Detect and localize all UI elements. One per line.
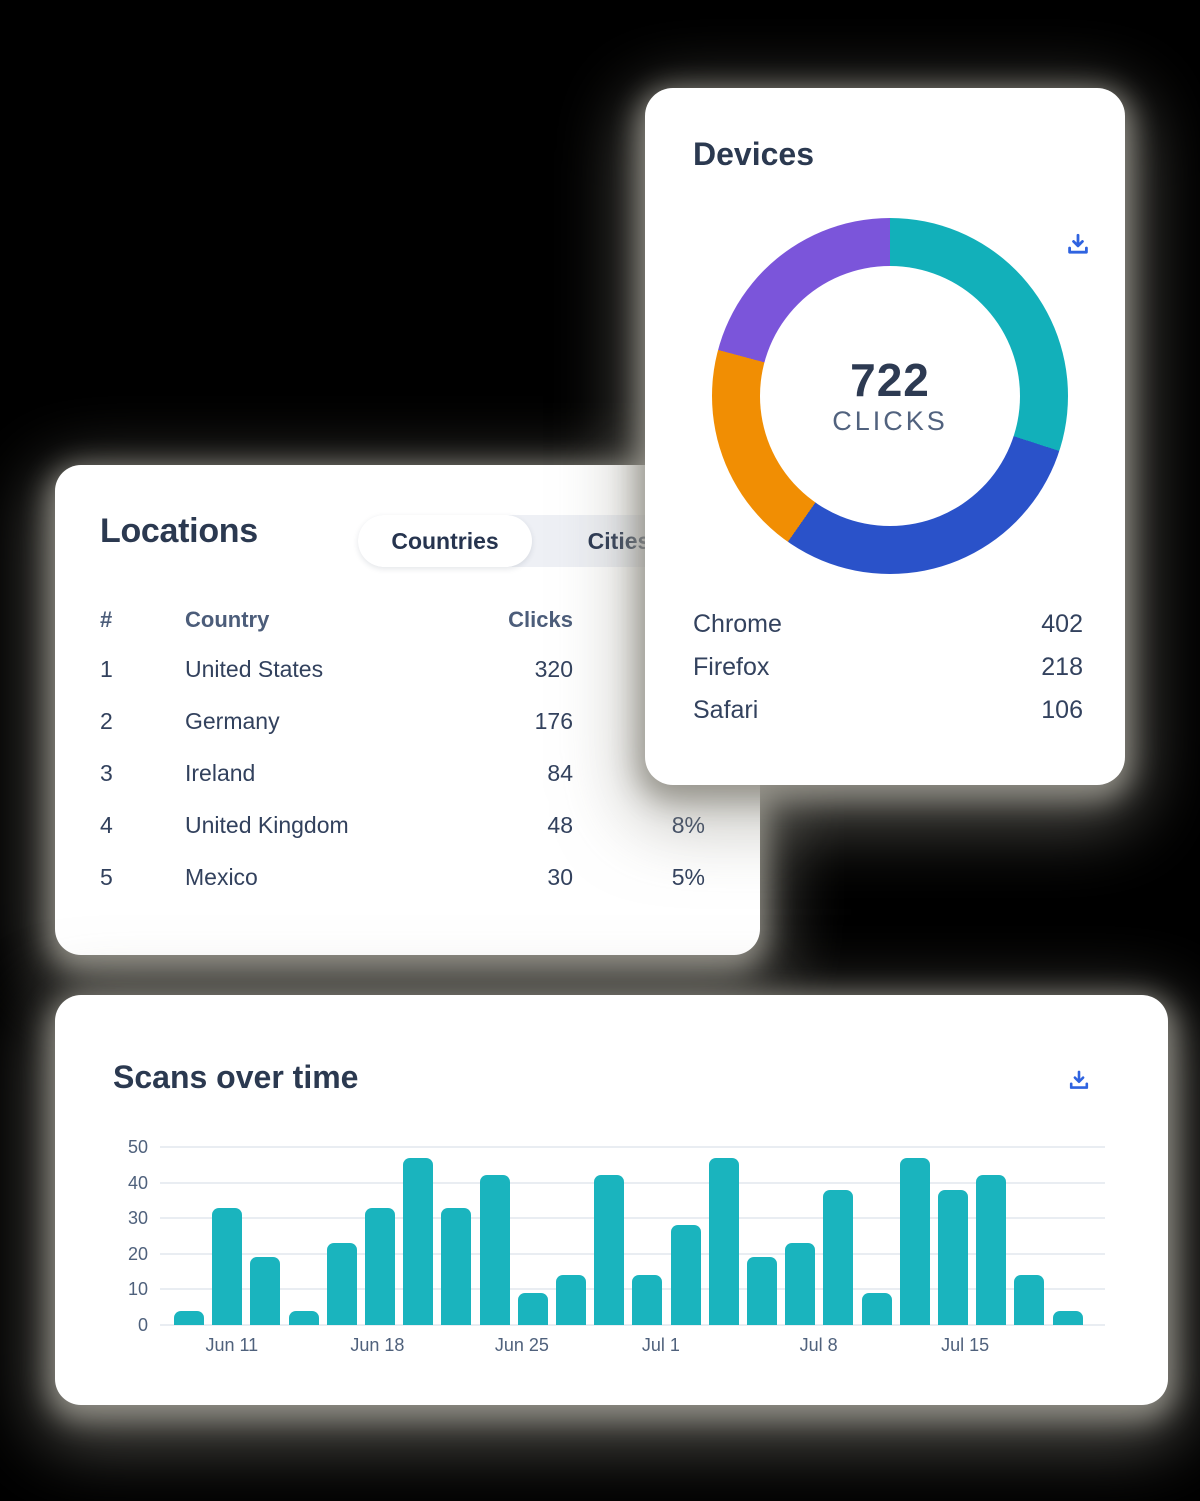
bar <box>365 1207 396 1325</box>
bar <box>938 1189 969 1325</box>
donut-clicks-label: CLICKS <box>832 406 948 436</box>
x-axis-label: Jul 8 <box>799 1335 838 1355</box>
cell-rank: 4 <box>100 811 113 838</box>
x-axis-label: Jul 15 <box>941 1335 990 1355</box>
gridline <box>160 1252 1105 1255</box>
legend-item: Firefox 218 <box>693 646 1083 689</box>
header-clicks: Clicks <box>508 607 573 632</box>
bar <box>747 1257 778 1325</box>
cell-country: United States <box>185 655 324 682</box>
x-axis-label: Jun 25 <box>494 1335 549 1355</box>
cell-clicks: 84 <box>547 759 573 786</box>
download-button[interactable] <box>1066 1067 1092 1093</box>
bar <box>785 1243 816 1325</box>
legend-label: Firefox <box>693 653 770 681</box>
cell-rank: 1 <box>100 655 113 682</box>
bar-group <box>174 1147 1083 1325</box>
bar <box>708 1157 739 1325</box>
devices-legend: Chrome 402 Firefox 218 Safari 106 <box>693 603 1083 732</box>
cell-rank: 5 <box>100 863 113 890</box>
legend-label: Chrome <box>693 610 782 638</box>
cell-clicks: 176 <box>534 707 573 734</box>
devices-title: Devices <box>693 136 814 172</box>
bar <box>976 1175 1007 1325</box>
donut-total-clicks: 722 <box>850 354 930 406</box>
gridline <box>160 1146 1105 1148</box>
bar <box>441 1207 472 1325</box>
locations-table-body: 1 United States 320 2 Germany 176 3 Ireland 84 4 U… <box>100 643 705 903</box>
bar <box>556 1275 587 1325</box>
cell-percent: 5% <box>671 863 705 890</box>
table-row: 3 Ireland 84 <box>100 747 705 799</box>
bar <box>174 1310 204 1325</box>
y-axis-label: 50 <box>127 1137 148 1157</box>
table-row: 4 United Kingdom 48 8% <box>100 799 705 851</box>
bar <box>288 1310 319 1325</box>
legend-item: Safari 106 <box>693 689 1083 732</box>
cell-clicks: 320 <box>534 655 573 682</box>
gridline <box>160 1217 1105 1220</box>
cell-clicks: 48 <box>547 811 573 838</box>
bar <box>632 1275 663 1325</box>
bar <box>594 1175 625 1325</box>
legend-item: Chrome 402 <box>693 603 1083 646</box>
cell-country: Germany <box>185 707 280 734</box>
scans-bar-chart: 0 10 20 30 40 50 Jun 11 Jun 18 Jun 25 Jul 1 Jul 8 J… <box>128 1137 1105 1355</box>
cell-rank: 2 <box>100 707 113 734</box>
bar <box>861 1292 892 1325</box>
y-axis-label: 30 <box>127 1208 148 1229</box>
cell-country: United Kingdom <box>185 811 349 838</box>
y-axis-label: 10 <box>127 1279 148 1300</box>
bar <box>823 1189 854 1325</box>
donut-center-text: 722 CLICKS <box>712 218 1068 574</box>
bar <box>250 1257 281 1325</box>
bar <box>326 1243 357 1325</box>
table-row: 1 United States 320 <box>100 643 705 695</box>
bar <box>479 1175 510 1325</box>
x-axis-label: Jun 11 <box>205 1335 259 1355</box>
legend-value: 106 <box>1041 696 1083 724</box>
cell-clicks: 30 <box>547 863 573 890</box>
gridline <box>160 1181 1105 1184</box>
y-axis-label: 0 <box>137 1315 148 1335</box>
table-row: 5 Mexico 30 5% <box>100 851 705 903</box>
bar <box>899 1157 930 1325</box>
tab-cities[interactable]: Cities <box>532 515 706 567</box>
legend-label: Safari <box>693 696 759 724</box>
cell-country: Ireland <box>185 759 256 786</box>
table-row: 2 Germany 176 <box>100 695 705 747</box>
locations-card: Locations Countries Cities # Country Cli… <box>55 465 760 955</box>
y-axis-label: 40 <box>127 1172 148 1193</box>
gridline <box>160 1324 1105 1326</box>
x-axis-label: Jun 18 <box>350 1335 405 1355</box>
download-icon <box>1066 1070 1092 1096</box>
scans-title: Scans over time <box>113 1059 359 1095</box>
bar <box>670 1225 701 1325</box>
download-icon <box>1064 233 1092 261</box>
scans-over-time-card: Scans over time 0 10 20 30 40 50 Jun 11 Jun 18 J… <box>55 995 1168 1405</box>
y-axis-label: 20 <box>127 1243 148 1264</box>
bar <box>1052 1310 1083 1325</box>
cell-percent: 8% <box>671 811 705 838</box>
header-rank: # <box>100 607 113 632</box>
devices-card: Devices 722 CLICKS Chrome 402 Firefox 218 Sa… <box>645 88 1125 785</box>
tab-countries[interactable]: Countries <box>358 515 532 567</box>
devices-donut-chart <box>712 218 1068 574</box>
bar <box>517 1292 548 1325</box>
cell-country: Mexico <box>185 863 258 890</box>
bar <box>1014 1275 1045 1325</box>
bar <box>212 1207 243 1325</box>
legend-value: 402 <box>1041 610 1083 638</box>
download-button[interactable] <box>1064 230 1092 258</box>
legend-value: 218 <box>1041 653 1083 681</box>
header-country: Country <box>185 607 270 632</box>
bar <box>403 1157 434 1325</box>
cell-rank: 3 <box>100 759 113 786</box>
x-axis-label: Jul 1 <box>641 1335 680 1355</box>
locations-title: Locations <box>100 512 258 550</box>
locations-table-header: # Country Clicks <box>100 605 705 635</box>
